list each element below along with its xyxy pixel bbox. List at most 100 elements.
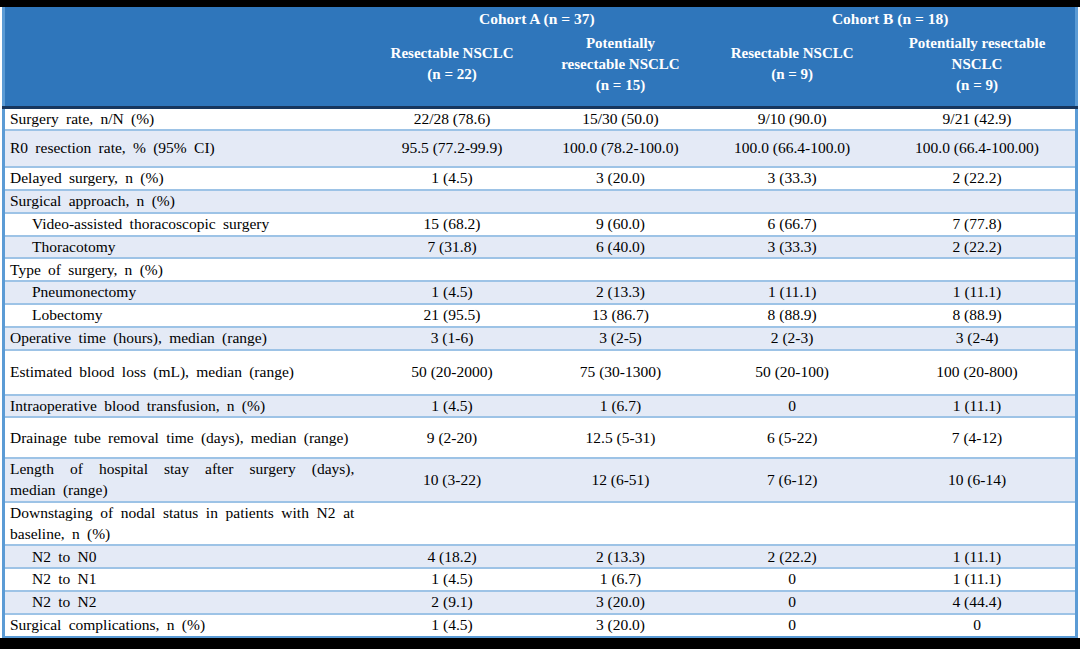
- row-value: 3 (33.3): [705, 236, 879, 259]
- row-value: 3 (20.0): [536, 167, 706, 190]
- row-label: Thoracotomy: [4, 236, 369, 259]
- row-value: 9/10 (90.0): [705, 107, 879, 130]
- row-value: 9 (60.0): [536, 213, 706, 236]
- row-value: 1 (4.5): [368, 281, 535, 304]
- subgroup-header-row: Resectable NSCLC (n = 22) Potentially re…: [4, 31, 1077, 107]
- row-label: Surgical approach, n (%): [4, 190, 369, 213]
- row-value: 1 (11.1): [879, 545, 1076, 568]
- row-value: 1 (4.5): [368, 614, 535, 637]
- row-value: [879, 190, 1076, 213]
- row-label: N2 to N0: [4, 545, 369, 568]
- table-row: Estimated blood loss (mL), median (range…: [4, 350, 1077, 395]
- row-label: Intraoperative blood transfusion, n (%): [4, 395, 369, 418]
- row-label: R0 resection rate, % (95% CI): [4, 130, 369, 167]
- row-value: 1 (11.1): [879, 568, 1076, 591]
- row-value: 1 (4.5): [368, 568, 535, 591]
- surgical-outcomes-table-container: Cohort A (n = 37) Cohort B (n = 18) Rese…: [0, 7, 1080, 638]
- table-body: Surgery rate, n/N (%) 22/28 (78.6) 15/30…: [4, 107, 1077, 637]
- header-empty-cell: [4, 7, 369, 31]
- row-value: 1 (11.1): [879, 281, 1076, 304]
- row-value: 1 (11.1): [705, 281, 879, 304]
- row-value: 3 (20.0): [536, 591, 706, 614]
- row-value: 2 (22.2): [879, 236, 1076, 259]
- row-value: 10 (6-14): [879, 458, 1076, 502]
- row-value: 15/30 (50.0): [536, 107, 706, 130]
- row-value: 3 (20.0): [536, 614, 706, 637]
- table-row: N2 to N1 1 (4.5) 1 (6.7) 0 1 (11.1): [4, 568, 1077, 591]
- row-value: 21 (95.5): [368, 304, 535, 327]
- row-value: [879, 258, 1076, 281]
- row-value: [536, 258, 706, 281]
- row-value: [536, 190, 706, 213]
- row-value: 2 (9.1): [368, 591, 535, 614]
- row-value: 0: [705, 614, 879, 637]
- row-value: 9/21 (42.9): [879, 107, 1076, 130]
- row-label: Video-assisted thoracoscopic surgery: [4, 213, 369, 236]
- row-value: 8 (88.9): [879, 304, 1076, 327]
- table-row: Pneumonectomy 1 (4.5) 2 (13.3) 1 (11.1) …: [4, 281, 1077, 304]
- row-label: Downstaging of nodal status in patients …: [4, 502, 369, 546]
- row-value: 2 (13.3): [536, 281, 706, 304]
- table-row: Video-assisted thoracoscopic surgery 15 …: [4, 213, 1077, 236]
- header-cohort-a: Cohort A (n = 37): [368, 7, 705, 31]
- row-value: 1 (11.1): [879, 395, 1076, 418]
- table-row: Surgical complications, n (%) 1 (4.5) 3 …: [4, 614, 1077, 637]
- row-value: 3 (1-6): [368, 327, 535, 350]
- row-value: 7 (4-12): [879, 417, 1076, 458]
- row-value: 2 (2-3): [705, 327, 879, 350]
- row-value: 2 (22.2): [705, 545, 879, 568]
- table-row: N2 to N2 2 (9.1) 3 (20.0) 0 4 (44.4): [4, 591, 1077, 614]
- table-row: Length of hospital stay after surgery (d…: [4, 458, 1077, 502]
- row-value: [705, 502, 879, 546]
- row-value: 95.5 (77.2-99.9): [368, 130, 535, 167]
- row-value: 8 (88.9): [705, 304, 879, 327]
- table-row: Downstaging of nodal status in patients …: [4, 502, 1077, 546]
- row-label: Operative time (hours), median (range): [4, 327, 369, 350]
- row-value: 22/28 (78.6): [368, 107, 535, 130]
- table-row: Surgery rate, n/N (%) 22/28 (78.6) 15/30…: [4, 107, 1077, 130]
- row-value: 75 (30-1300): [536, 350, 706, 395]
- row-label: Surgery rate, n/N (%): [4, 107, 369, 130]
- table-row: Type of surgery, n (%): [4, 258, 1077, 281]
- table-row: Operative time (hours), median (range) 3…: [4, 327, 1077, 350]
- row-value: 1 (4.5): [368, 395, 535, 418]
- row-value: 1 (4.5): [368, 167, 535, 190]
- row-value: [368, 258, 535, 281]
- row-value: 2 (13.3): [536, 545, 706, 568]
- row-value: 12 (6-51): [536, 458, 706, 502]
- row-value: 9 (2-20): [368, 417, 535, 458]
- row-value: 50 (20-100): [705, 350, 879, 395]
- row-label: N2 to N2: [4, 591, 369, 614]
- row-value: 4 (44.4): [879, 591, 1076, 614]
- header-cohort-a-resectable: Resectable NSCLC (n = 22): [368, 31, 535, 107]
- row-value: 15 (68.2): [368, 213, 535, 236]
- header-cohort-a-potentially-resectable: Potentially resectable NSCLC (n = 15): [536, 31, 706, 107]
- row-label: Type of surgery, n (%): [4, 258, 369, 281]
- row-value: 3 (2-4): [879, 327, 1076, 350]
- row-value: 6 (5-22): [705, 417, 879, 458]
- cohort-header-row: Cohort A (n = 37) Cohort B (n = 18): [4, 7, 1077, 31]
- row-value: 100.0 (78.2-100.0): [536, 130, 706, 167]
- row-label: Estimated blood loss (mL), median (range…: [4, 350, 369, 395]
- table-row: Delayed surgery, n (%) 1 (4.5) 3 (20.0) …: [4, 167, 1077, 190]
- row-value: 12.5 (5-31): [536, 417, 706, 458]
- table-row: N2 to N0 4 (18.2) 2 (13.3) 2 (22.2) 1 (1…: [4, 545, 1077, 568]
- row-label: Drainage tube removal time (days), media…: [4, 417, 369, 458]
- row-value: [536, 502, 706, 546]
- row-value: [879, 502, 1076, 546]
- row-value: 7 (77.8): [879, 213, 1076, 236]
- header-cohort-b-resectable: Resectable NSCLC (n = 9): [705, 31, 879, 107]
- row-value: 4 (18.2): [368, 545, 535, 568]
- table-header: Cohort A (n = 37) Cohort B (n = 18) Rese…: [4, 7, 1077, 107]
- table-row: Thoracotomy 7 (31.8) 6 (40.0) 3 (33.3) 2…: [4, 236, 1077, 259]
- table-row: Drainage tube removal time (days), media…: [4, 417, 1077, 458]
- table-row: Intraoperative blood transfusion, n (%) …: [4, 395, 1077, 418]
- row-value: 0: [705, 568, 879, 591]
- row-value: 0: [705, 591, 879, 614]
- row-label: Length of hospital stay after surgery (d…: [4, 458, 369, 502]
- header-cohort-b-potentially-resectable: Potentially resectable NSCLC (n = 9): [879, 31, 1076, 107]
- row-value: 50 (20-2000): [368, 350, 535, 395]
- row-value: 7 (6-12): [705, 458, 879, 502]
- row-value: 3 (33.3): [705, 167, 879, 190]
- row-value: 0: [879, 614, 1076, 637]
